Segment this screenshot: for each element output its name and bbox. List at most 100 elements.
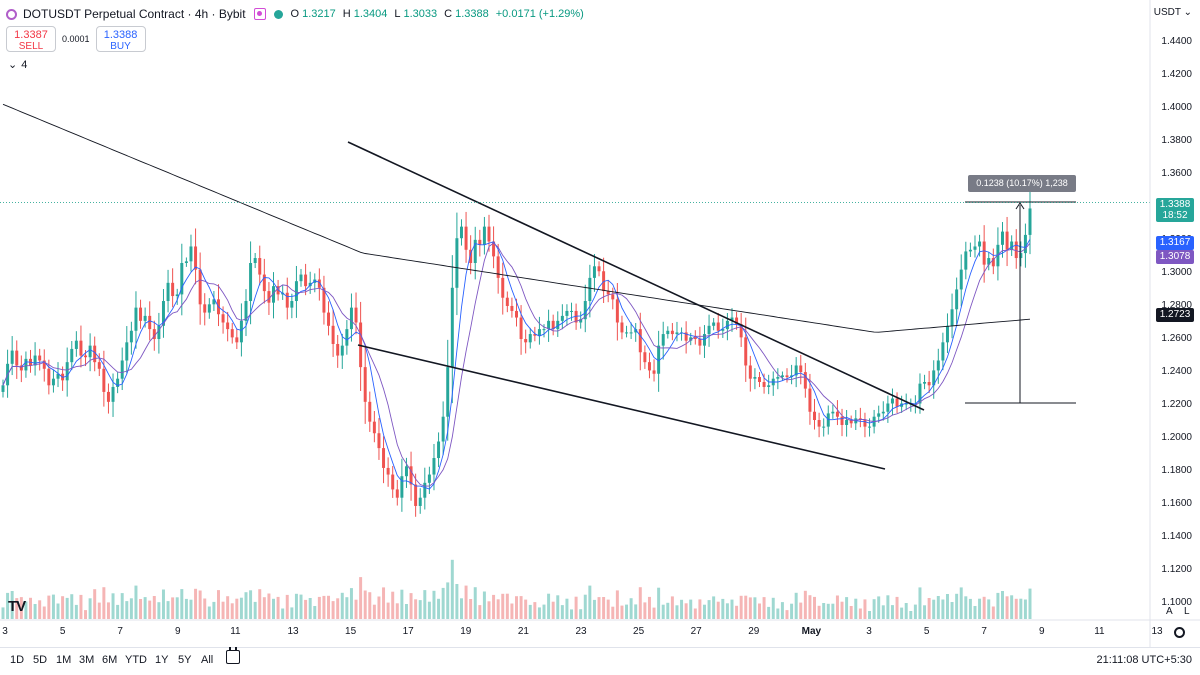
volume-bar — [638, 587, 642, 619]
volume-bar — [386, 602, 390, 619]
candle-body — [1028, 208, 1032, 235]
volume-bar — [909, 611, 913, 619]
volume-bar — [904, 603, 908, 619]
candle-body — [294, 281, 298, 302]
volume-bar — [657, 587, 661, 619]
trade-panel: 1.3387 SELL 0.0001 1.3388 BUY — [6, 26, 146, 52]
volume-bar — [294, 593, 298, 619]
indicators-count: 4 — [21, 58, 28, 71]
volume-bar — [1019, 598, 1023, 619]
candle-body — [79, 340, 83, 356]
utc-clock[interactable]: 21:11:08 UTC+5:30 — [1096, 654, 1193, 666]
volume-bar — [725, 603, 729, 619]
time-axis-label: 27 — [690, 626, 702, 637]
volume-bar — [464, 585, 468, 619]
ma-long-tag: 1.2723 — [1156, 308, 1194, 322]
candle-body — [354, 307, 358, 323]
time-axis-label: 23 — [575, 626, 587, 637]
candle-body — [10, 350, 14, 364]
candle-body — [721, 329, 725, 331]
ohlc-values: O 1.3217 H 1.3404 L 1.3033 C 1.3388 +0.0171 … — [291, 8, 588, 20]
candle-body — [689, 337, 693, 341]
candle-body — [941, 342, 945, 361]
candle-body — [955, 289, 959, 310]
volume-bar — [290, 607, 294, 619]
range-button-all[interactable]: All — [201, 654, 214, 666]
candle-body — [762, 382, 766, 387]
candle-body — [336, 343, 340, 356]
candle-body — [895, 398, 899, 407]
indicators-toggle[interactable]: ⌄ 4 — [8, 58, 28, 72]
volume-bar — [556, 595, 560, 619]
gear-icon[interactable] — [1174, 627, 1185, 638]
volume-bar — [611, 606, 615, 619]
candle-body — [340, 345, 344, 356]
candle-body — [1005, 231, 1009, 250]
visibility-icon[interactable] — [253, 8, 266, 20]
symbol-title[interactable]: DOTUSDT Perpetual Contract · 4h · Bybit — [23, 7, 246, 21]
volume-bar — [382, 587, 386, 619]
candle-body — [363, 367, 367, 402]
volume-bar — [872, 599, 876, 619]
volume-bar — [423, 590, 427, 619]
candle-body — [409, 466, 413, 485]
time-axis-label: 11 — [230, 626, 241, 637]
range-button-6m[interactable]: 6M — [102, 654, 118, 666]
volume-bar — [615, 590, 619, 619]
candle-body — [748, 365, 752, 379]
range-button-5d[interactable]: 5D — [33, 654, 48, 666]
candle-body — [991, 258, 995, 267]
volume-bar — [780, 602, 784, 619]
candle-body — [487, 226, 491, 242]
range-button-1m[interactable]: 1M — [56, 654, 72, 666]
candle-body — [15, 350, 19, 366]
range-button-5y[interactable]: 5Y — [178, 654, 192, 666]
ma-long-line — [2, 103, 1031, 333]
volume-bar — [771, 597, 775, 619]
candle-body — [565, 310, 569, 316]
volume-bar — [175, 597, 179, 619]
volume-bar — [349, 588, 353, 619]
range-button-1d[interactable]: 1D — [10, 654, 25, 666]
range-button-3m[interactable]: 3M — [79, 654, 95, 666]
candle-body — [47, 368, 51, 386]
volume-bar — [492, 594, 496, 619]
time-axis-label: 15 — [345, 626, 357, 637]
volume-bar — [409, 593, 413, 619]
range-button-ytd[interactable]: YTD — [125, 654, 147, 666]
time-axis-label: 7 — [981, 626, 987, 637]
log-scale-button[interactable]: L — [1184, 606, 1190, 617]
measure-tool-label[interactable]: 0.1238 (10.17%) 1,238 — [968, 175, 1076, 192]
volume-bar — [913, 604, 917, 619]
volume-bar — [15, 598, 19, 619]
candle-body — [675, 332, 679, 335]
calendar-icon[interactable] — [226, 647, 240, 664]
volume-bar — [299, 594, 303, 619]
volume-bar — [950, 602, 954, 619]
auto-scale-button[interactable]: A — [1166, 606, 1173, 617]
ohlc-open-key: O — [290, 8, 300, 20]
volume-bar — [244, 592, 248, 619]
candle-body — [414, 484, 418, 506]
range-button-1y[interactable]: 1Y — [155, 654, 169, 666]
volume-bar — [226, 596, 230, 619]
volume-bar — [180, 589, 184, 619]
chevron-down-icon: ⌄ — [8, 59, 18, 71]
price-axis-label: 1.1000 — [1161, 597, 1192, 609]
candle-body — [822, 426, 826, 428]
currency-selector[interactable]: USDT ⌄ — [1153, 7, 1192, 18]
candle-body — [74, 340, 78, 349]
candle-body — [404, 466, 408, 477]
volume-bar — [230, 603, 234, 619]
candle-body — [533, 334, 537, 336]
buy-button[interactable]: 1.3388 BUY — [95, 26, 146, 52]
tradingview-logo-icon[interactable]: TV — [8, 598, 26, 615]
candle-body — [372, 421, 376, 434]
candle-body — [322, 287, 326, 313]
volume-bar — [744, 595, 748, 619]
candle-body — [24, 358, 28, 371]
candle-body — [785, 375, 789, 378]
volume-bar — [102, 587, 106, 619]
sell-button[interactable]: 1.3387 SELL — [6, 26, 56, 52]
